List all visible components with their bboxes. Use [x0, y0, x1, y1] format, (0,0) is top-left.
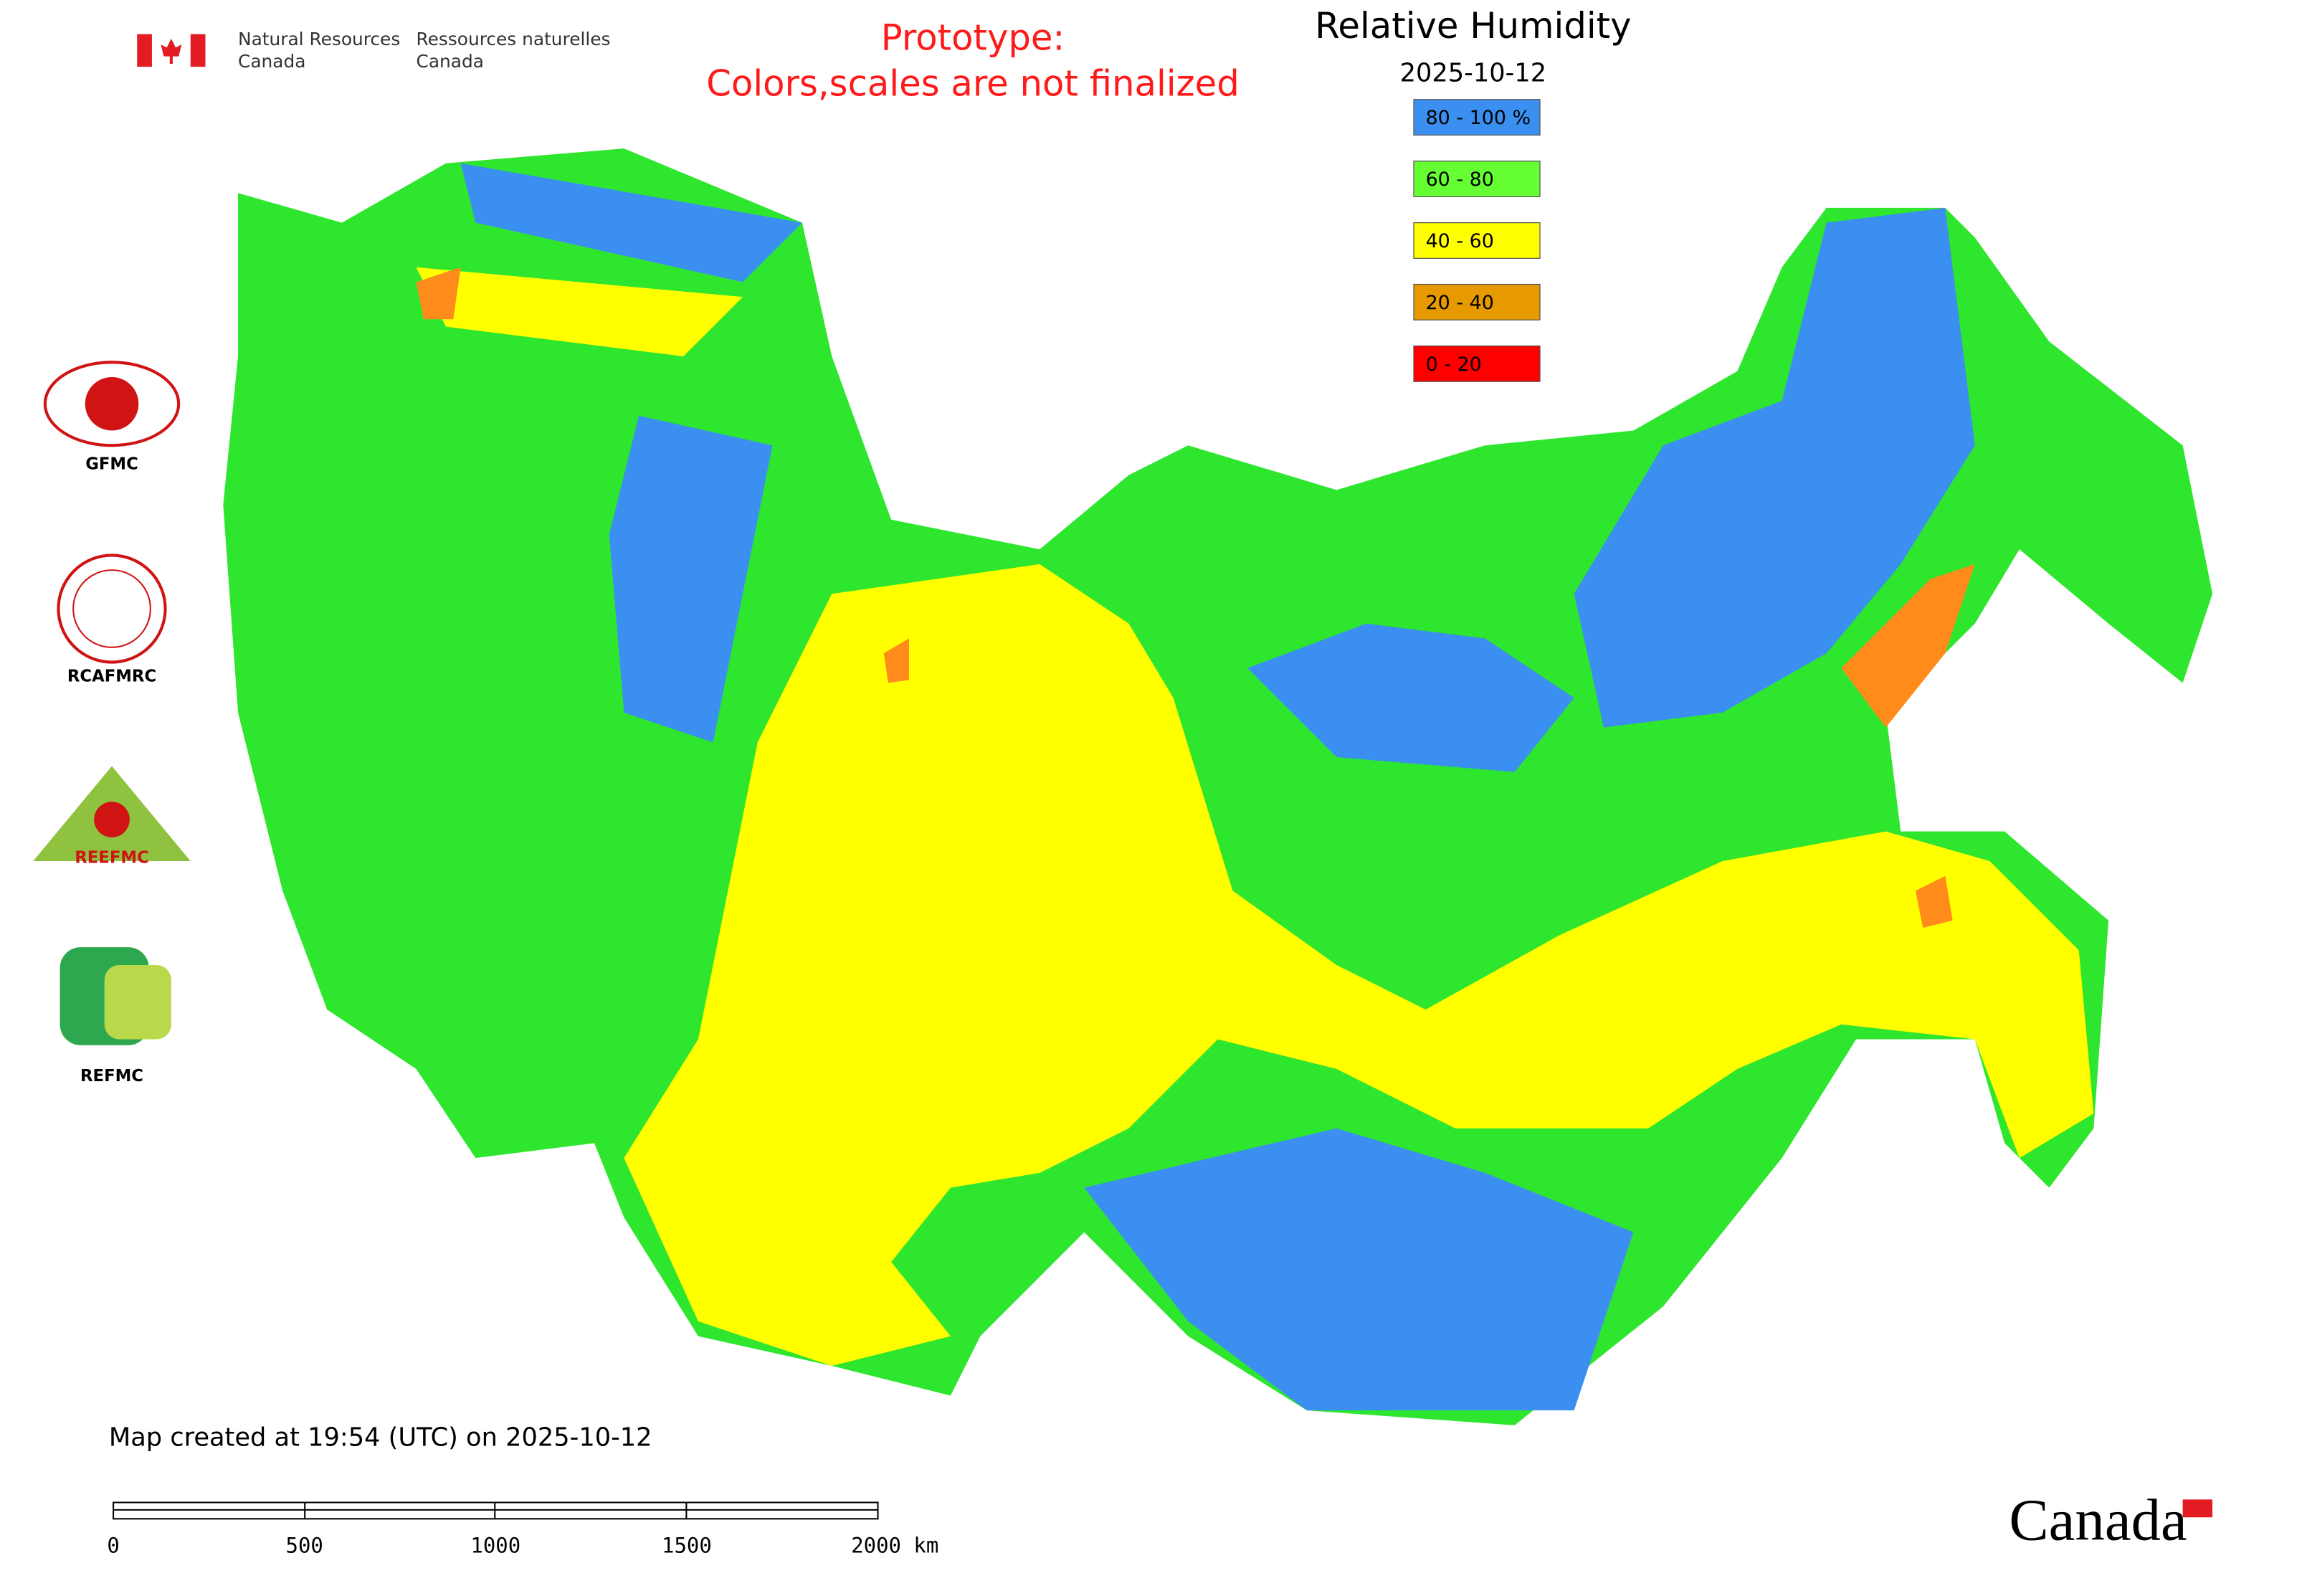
- org-fr-line: Ressources naturelles: [417, 29, 611, 49]
- flag: [137, 34, 206, 67]
- legend-label: 60 - 80: [1426, 168, 1494, 191]
- scale-label: 2000 km: [851, 1534, 938, 1558]
- legend-label: 40 - 60: [1426, 230, 1494, 252]
- scale-bar: [113, 1501, 879, 1520]
- org-en-line: Canada: [238, 51, 305, 72]
- notice-line: Prototype:: [881, 16, 1065, 58]
- land-yellow: [416, 267, 743, 356]
- land-blue: [1574, 207, 1975, 728]
- logo-label: REFMC: [80, 1067, 143, 1086]
- logo-refmc: [60, 947, 171, 1045]
- wordmark-flag: [2182, 1499, 2213, 1518]
- logo-label: REEFMC: [75, 848, 149, 867]
- land-blue: [609, 415, 773, 743]
- land-blue: [1084, 1128, 1634, 1411]
- land-blue: [460, 163, 802, 282]
- legend-swatch: [1413, 222, 1541, 259]
- created-note: Map created at 19:54 (UTC) on 2025-10-12: [109, 1423, 652, 1453]
- legend-title: Relative Humidity: [1315, 5, 1631, 47]
- logo-label: RCAFMRC: [67, 668, 156, 686]
- org-en-line: Natural Resources: [238, 29, 400, 49]
- map: [223, 148, 2213, 1425]
- scale-label: 0: [107, 1534, 119, 1558]
- legend-swatch: [1413, 345, 1541, 382]
- legend-label: 20 - 40: [1426, 292, 1494, 314]
- legend-swatch: [1413, 161, 1541, 197]
- land-orange: [1841, 564, 1975, 728]
- logo-gfmc: [43, 361, 181, 447]
- land-orange: [883, 638, 909, 683]
- logo-rcafmrc: [57, 554, 167, 664]
- canada-wordmark: Canada: [2009, 1487, 2187, 1553]
- scale-label: 1000: [470, 1534, 520, 1558]
- notice-line: Colors,scales are not finalized: [706, 63, 1239, 105]
- logo-reefmc: [33, 766, 191, 862]
- land-blue: [1247, 623, 1574, 772]
- land-orange: [1915, 875, 1953, 928]
- legend-date: 2025-10-12: [1400, 59, 1547, 88]
- legend-swatch: [1413, 283, 1541, 320]
- legend: 80 - 100 % 60 - 80 40 - 60 20 - 40 0 - 20: [1413, 99, 1541, 382]
- land-orange: [416, 267, 461, 320]
- scale-labels: 0 500 1000 1500 2000 km: [107, 1534, 938, 1558]
- legend-swatch: [1413, 99, 1541, 136]
- scale-label: 1500: [662, 1534, 712, 1558]
- scale-label: 500: [286, 1534, 323, 1558]
- org-fr-line: Canada: [417, 51, 484, 72]
- logo-label: GFMC: [85, 455, 138, 474]
- land-yellow: [624, 564, 2094, 1367]
- legend-label: 80 - 100 %: [1426, 107, 1531, 129]
- legend-label: 0 - 20: [1426, 353, 1482, 376]
